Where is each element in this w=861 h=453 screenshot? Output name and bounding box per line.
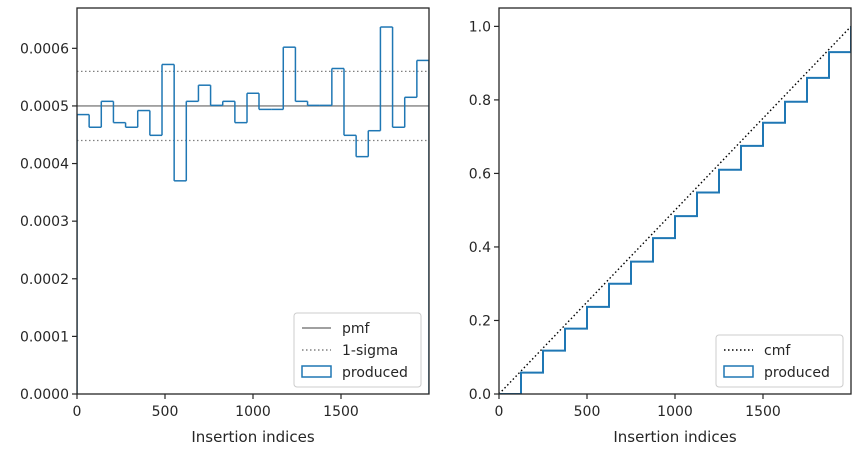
y-tick-label: 0.2 — [469, 313, 491, 329]
legend: cmf produced — [715, 334, 844, 388]
x-axis-label: Insertion indices — [613, 428, 736, 446]
x-axis-label: Insertion indices — [191, 428, 314, 446]
x-tick-label: 500 — [574, 404, 601, 420]
legend-frame — [293, 312, 422, 388]
plot-area — [77, 26, 429, 394]
y-tick-label: 0.0004 — [20, 157, 69, 173]
y-tick-label: 1.0 — [469, 19, 491, 35]
y-tick-label: 0.6 — [469, 166, 491, 182]
y-tick-label: 0.0002 — [20, 272, 69, 288]
x-tick-label: 0 — [73, 404, 82, 420]
x-tick-label: 1000 — [235, 404, 271, 420]
x-tick-label: 1000 — [657, 404, 693, 420]
axes-frame — [76, 7, 430, 395]
legend-swatch — [723, 365, 754, 378]
y-tick-label: 0.4 — [469, 240, 491, 256]
legend-label: cmf — [764, 343, 791, 359]
legend-label: produced — [764, 365, 830, 381]
y-tick-label: 0.0001 — [20, 329, 69, 345]
axes-frame — [498, 7, 852, 395]
y-tick-label: 0.0006 — [20, 41, 69, 57]
data-line — [499, 25, 851, 394]
plot-area — [499, 25, 851, 394]
legend-label: produced — [342, 365, 408, 381]
data-line — [499, 26, 851, 394]
x-tick-label: 1500 — [323, 404, 359, 420]
x-tick-label: 500 — [152, 404, 179, 420]
y-tick-label: 0.0 — [469, 387, 491, 403]
legend-swatch — [301, 365, 332, 378]
y-tick-label: 0.0003 — [20, 214, 69, 230]
legend: pmf 1-sigma produced — [293, 312, 422, 388]
y-tick-label: 0.0005 — [20, 99, 69, 115]
subplot: 0.0 0.2 0.4 0.6 0.8 1.0 0 500 1000 1500 Insertion … — [469, 7, 852, 446]
subplot: 0.0000 0.0001 0.0002 0.0003 0.0004 0.0005 0.00… — [20, 7, 430, 446]
legend-label: pmf — [342, 321, 371, 337]
x-tick-label: 1500 — [745, 404, 781, 420]
y-tick-label: 0.8 — [469, 93, 491, 109]
x-tick-label: 0 — [495, 404, 504, 420]
legend-frame — [715, 334, 844, 388]
legend-label: 1-sigma — [342, 343, 398, 359]
y-tick-label: 0.0000 — [20, 387, 69, 403]
